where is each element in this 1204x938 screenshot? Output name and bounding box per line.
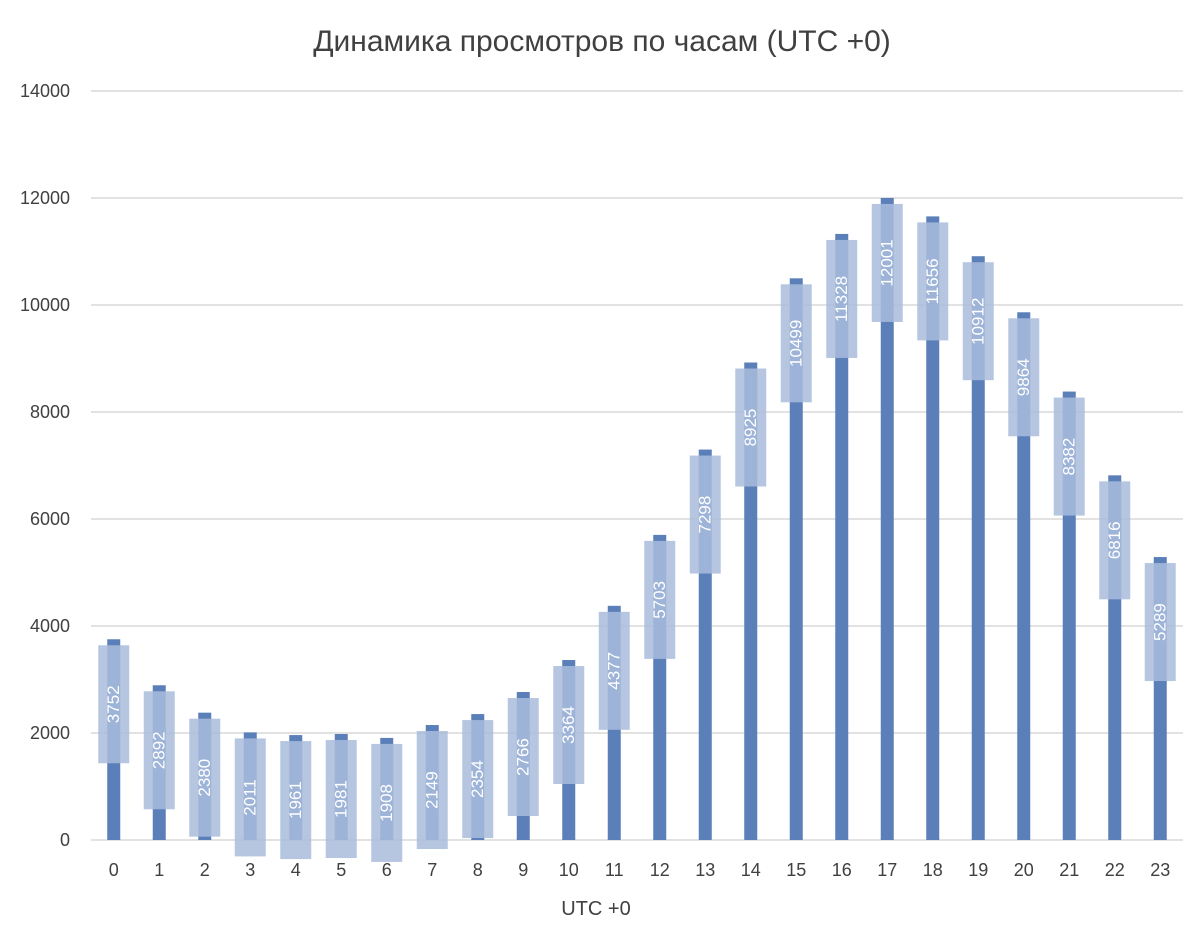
data-label: 2380 (195, 759, 214, 797)
data-label: 5289 (1151, 603, 1170, 641)
data-label: 2766 (514, 738, 533, 776)
data-label-box (1053, 397, 1085, 516)
data-label: 7298 (696, 496, 715, 534)
x-tick-label: 4 (291, 860, 301, 880)
data-label-box (917, 222, 949, 341)
grid-lines (91, 90, 1183, 841)
x-tick-label: 21 (1059, 860, 1079, 880)
data-label: 9864 (1014, 358, 1033, 396)
data-label-box (189, 718, 221, 837)
x-tick-label: 17 (877, 860, 897, 880)
data-label: 1908 (377, 784, 396, 822)
data-label: 2149 (423, 771, 442, 809)
x-tick-label: 10 (559, 860, 579, 880)
x-tick-label: 1 (154, 860, 164, 880)
bar (926, 216, 940, 841)
bar (835, 233, 849, 840)
data-label-box (962, 262, 994, 381)
data-label: 3752 (104, 685, 123, 723)
x-tick-label: 12 (650, 860, 670, 880)
x-tick-label: 5 (336, 860, 346, 880)
x-tick-label: 8 (473, 860, 483, 880)
x-tick-label: 13 (695, 860, 715, 880)
data-label: 10499 (787, 320, 806, 367)
data-label-box (1008, 318, 1040, 437)
x-tick-label: 16 (832, 860, 852, 880)
x-tick-label: 11 (605, 860, 624, 880)
data-label: 4377 (605, 652, 624, 690)
y-tick-label: 4000 (30, 616, 70, 636)
x-tick-label: 18 (923, 860, 943, 880)
x-tick-label: 9 (518, 860, 528, 880)
x-tick-label: 6 (382, 860, 392, 880)
data-label: 8925 (741, 409, 760, 447)
y-tick-label: 2000 (30, 723, 70, 743)
data-label-box (689, 455, 721, 574)
data-label: 5703 (650, 581, 669, 619)
x-tick-label: 7 (427, 860, 437, 880)
data-label: 10912 (969, 298, 988, 345)
y-tick-label: 6000 (30, 509, 70, 529)
bar (1017, 312, 1031, 840)
data-label-box (780, 284, 812, 403)
data-label-box (598, 611, 630, 730)
data-label: 1961 (286, 781, 305, 819)
y-tick-label: 12000 (20, 188, 70, 208)
data-label-box (462, 720, 494, 839)
data-label-box (371, 743, 403, 862)
data-label-box (871, 203, 903, 322)
x-axis-ticks: 0 1 2 3 4 5 6 7 8 9 10 11 12 13 14 15 16 17 18 19 20 21 22 23 (109, 860, 1171, 880)
x-tick-label: 20 (1014, 860, 1034, 880)
x-tick-label: 22 (1105, 860, 1125, 880)
data-label-box (507, 698, 539, 817)
y-axis-ticks: 0 2000 4000 6000 8000 10000 12000 14000 (20, 81, 70, 850)
data-label: 6816 (1105, 521, 1124, 559)
x-tick-label: 14 (741, 860, 761, 880)
data-label-box (280, 741, 312, 860)
x-tick-label: 23 (1150, 860, 1170, 880)
data-label: 11328 (832, 276, 851, 322)
x-axis-title: UTC +0 (561, 898, 630, 920)
data-label-box (98, 645, 130, 764)
data-label-box (1099, 481, 1131, 600)
bar (880, 197, 894, 840)
chart-title: Динамика просмотров по часам (UTC +0) (313, 25, 891, 58)
data-label-box (143, 691, 175, 810)
data-label: 12001 (878, 239, 897, 286)
data-label: 11656 (923, 258, 942, 304)
data-label-box (1144, 563, 1176, 682)
x-tick-label: 15 (786, 860, 806, 880)
data-label: 2354 (468, 760, 487, 798)
bar (789, 278, 803, 841)
data-label-box (325, 740, 357, 859)
data-label: 3364 (559, 706, 578, 744)
data-label: 2011 (241, 779, 260, 816)
data-label: 1981 (332, 780, 351, 818)
y-tick-label: 0 (60, 830, 70, 850)
y-tick-label: 8000 (30, 402, 70, 422)
bar (971, 256, 985, 840)
y-tick-label: 14000 (20, 81, 70, 101)
data-labels: 3752 2892 2380 2011 1961 1981 1908 2149 2354 2766… (98, 203, 1176, 862)
y-tick-label: 10000 (20, 295, 70, 315)
data-label-box (553, 666, 585, 785)
x-tick-label: 0 (109, 860, 119, 880)
data-label-box (416, 731, 448, 850)
x-tick-label: 19 (968, 860, 988, 880)
data-label-box (644, 540, 676, 659)
x-tick-label: 3 (245, 860, 255, 880)
data-label-box (234, 738, 266, 857)
data-label: 2892 (150, 731, 169, 769)
data-label: 8382 (1060, 438, 1079, 476)
data-label-box (735, 368, 767, 487)
data-label-box (826, 239, 858, 358)
x-tick-label: 2 (200, 860, 210, 880)
